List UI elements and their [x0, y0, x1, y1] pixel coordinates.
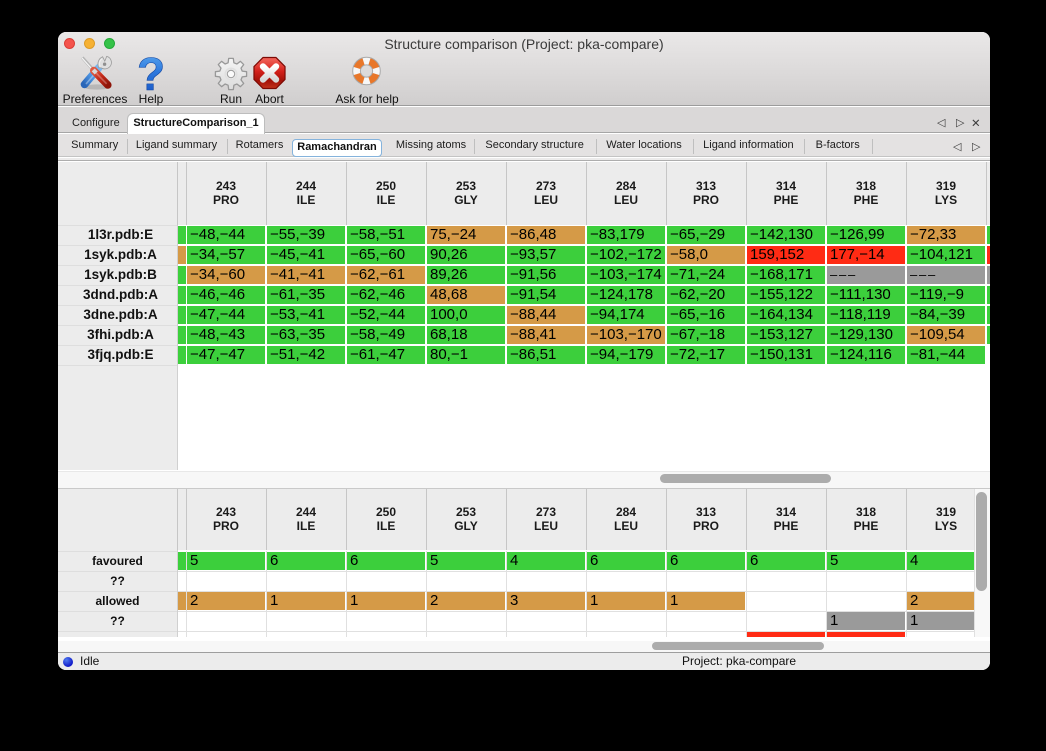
- svg-text:?: ?: [137, 55, 165, 95]
